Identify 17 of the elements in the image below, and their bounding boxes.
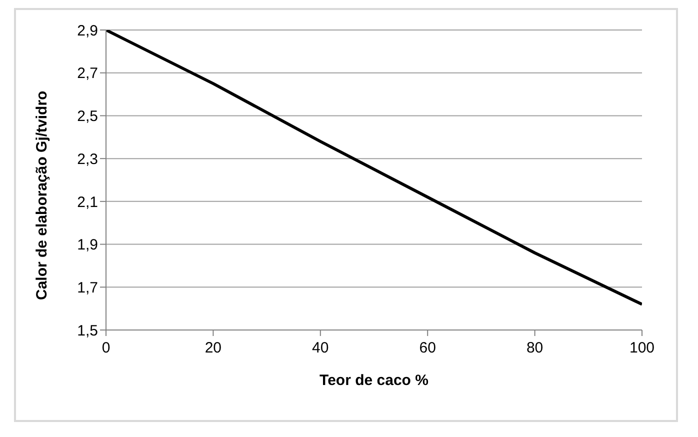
x-tick-label: 20 [204,340,222,357]
y-tick-label: 1,9 [77,236,98,254]
y-tick-label: 2,3 [77,150,98,168]
x-tick-label: 100 [629,340,655,357]
y-tick-label: 1,5 [77,322,98,340]
y-tick-label: 2,9 [77,22,98,40]
y-tick-label: 2,7 [77,65,98,82]
x-tick-label: 80 [526,340,544,357]
y-axis-title: Calor de elaboração Gj/tvidro [33,90,50,300]
line-series [106,30,642,306]
y-tick-label: 2,1 [77,194,98,211]
x-tick-label: 60 [419,340,436,357]
y-tick-label: 2,5 [77,108,98,126]
x-axis-title: Teor de caco % [320,372,428,389]
x-tick-label: 0 [102,340,110,357]
x-tick-label: 40 [312,340,329,357]
y-tick-label: 1,7 [77,279,98,296]
